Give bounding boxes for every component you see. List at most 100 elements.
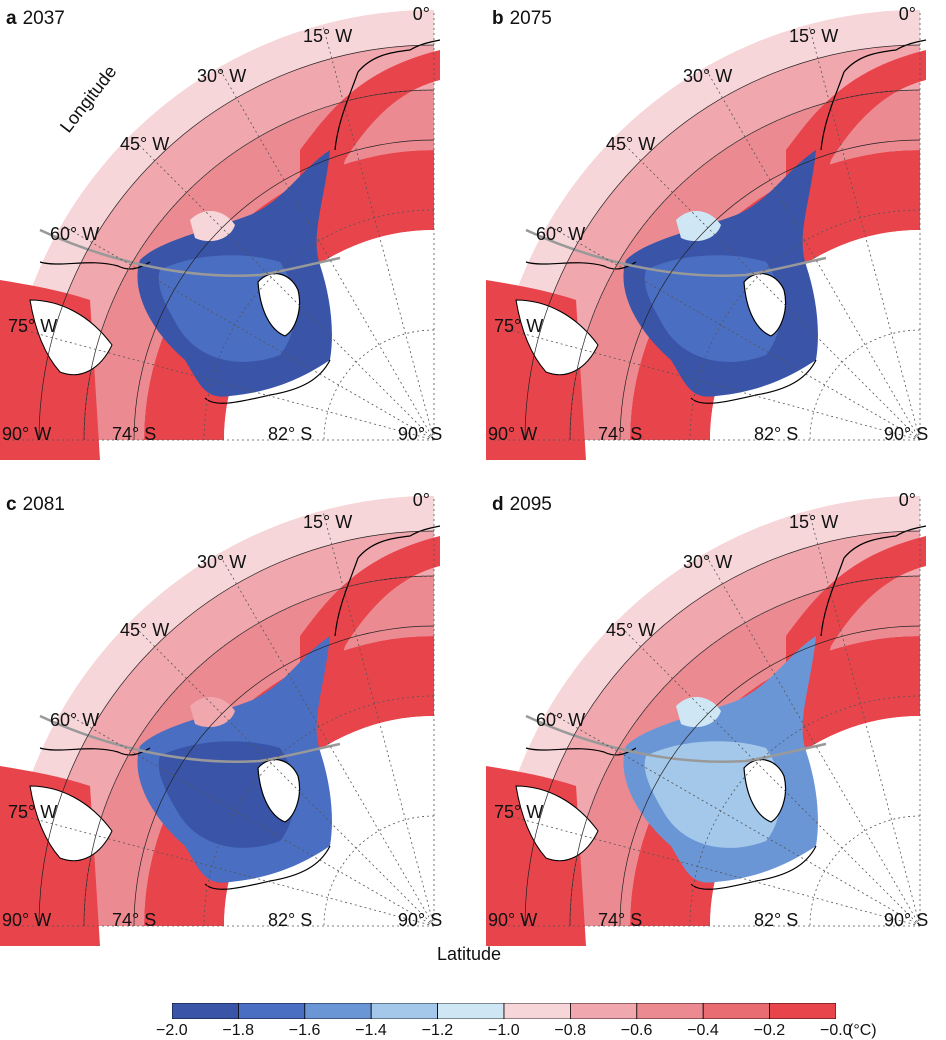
map-panel-b: 0° 15° W 30° W 45° W 60° W 75° W 90° W 74° S 82°… [486,0,946,460]
antarctic-peninsula [515,785,599,862]
parallel [809,815,921,927]
band-edge [4,496,434,926]
band-edge [4,10,434,440]
meridian [615,621,921,927]
longitude-label: 30° W [197,66,246,86]
island [257,273,301,337]
antarctic-peninsula [29,785,113,862]
longitude-label: 90° W [2,910,51,930]
contour-line [38,44,435,441]
grounding-line [525,714,827,763]
contour-line [524,44,921,441]
longitude-label: 0° [413,4,430,24]
island [743,273,787,337]
panel-year: 2037 [22,8,65,29]
map-svg: 0° 15° W 30° W 45° W 60° W 75° W 90° W 74° S 82°… [0,4,442,460]
meridian [322,510,435,927]
longitude-label: 45° W [606,134,655,154]
parallel [83,89,435,441]
frontal-anomaly [190,696,235,728]
latitude-label: 82° S [754,424,798,444]
parallel [689,209,921,441]
meridian [129,135,435,441]
colorbar-unit: (°C) [848,1022,877,1039]
colorbar-tick-label: −0.8 [554,1022,586,1039]
grounding-line [39,228,341,277]
colorbar-tick-label: −2.0 [156,1022,188,1039]
coastline [525,39,927,404]
latitude-label: 90° S [398,424,442,444]
latitude-label: 90° S [884,910,928,930]
longitude-label: 0° [899,490,916,510]
longitude-label: 75° W [494,316,543,336]
longitude-label: 60° W [536,710,585,730]
panel-title-a: a 2037 [6,8,65,30]
parallel [569,575,921,927]
longitude-label: 90° W [2,424,51,444]
meridian [615,135,921,441]
parallel [689,695,921,927]
contour-line [619,139,921,441]
latitude-axis-label: Latitude [437,944,502,964]
meridian [61,224,435,441]
meridian [808,24,921,441]
meridian [61,710,435,927]
contour-line [38,530,435,927]
latitude-label: 90° S [398,910,442,930]
longitude-label: 0° [899,4,916,24]
longitude-label: 60° W [50,224,99,244]
meridian [218,67,435,441]
colorbar-tick-label: −0.6 [620,1022,653,1039]
latitude-label: 74° S [112,424,156,444]
latitude-label: 74° S [598,424,642,444]
colorbar-swatch [304,1003,372,1019]
parallel [203,695,435,927]
meridian [129,621,435,927]
island [257,759,301,823]
longitude-label: 30° W [197,552,246,572]
parallel [83,575,435,927]
longitude-label: 90° W [488,910,537,930]
band-edge [490,496,920,926]
contour-line [524,530,921,927]
map-svg: 0° 15° W 30° W 45° W 60° W 75° W 90° W 74° S 82°… [486,4,928,460]
latitude-label: 74° S [598,910,642,930]
contour-line [133,139,435,441]
longitude-label: 45° W [606,620,655,640]
latitude-label: 82° S [754,910,798,930]
colorbar-tick-label: −0.4 [687,1022,719,1039]
map-svg: 0° 15° W 30° W 45° W 60° W 75° W 90° W 74° S 82°… [486,490,928,946]
colorbar-swatch [569,1003,638,1019]
colorbar-swatch [636,1003,704,1019]
frontal-anomaly [190,210,235,242]
latitude-label: 90° S [884,424,928,444]
longitude-label: 75° W [8,316,57,336]
colorbar-tick-label: −1.0 [488,1022,520,1039]
panel-letter: b [492,8,504,29]
frontal-anomaly [676,696,721,728]
longitude-label: 30° W [683,66,732,86]
antarctic-peninsula [29,299,113,376]
band-edge [490,10,920,440]
grounding-line [39,714,341,763]
longitude-label: 90° W [488,424,537,444]
map-panel-c: 0° 15° W 30° W 45° W 60° W 75° W 90° W 74° S 82°… [0,486,460,946]
panel-year: 2095 [509,494,552,515]
panel-letter: a [6,8,17,29]
longitude-label: 75° W [8,802,57,822]
coastline [39,39,441,404]
island [743,759,787,823]
panel-letter: d [492,494,504,515]
colorbar-tick-label: −0.0 [820,1022,852,1039]
longitude-label: 45° W [120,620,169,640]
longitude-label: 15° W [303,512,352,532]
meridian [18,328,435,441]
panel-title-d: d 2095 [492,494,552,516]
longitude-label: 75° W [494,802,543,822]
longitude-label: 60° W [50,710,99,730]
longitude-label: 45° W [120,134,169,154]
panel-letter: c [6,494,17,515]
meridian [504,328,921,441]
latitude-label: 82° S [268,910,312,930]
colorbar-swatch [238,1003,306,1019]
